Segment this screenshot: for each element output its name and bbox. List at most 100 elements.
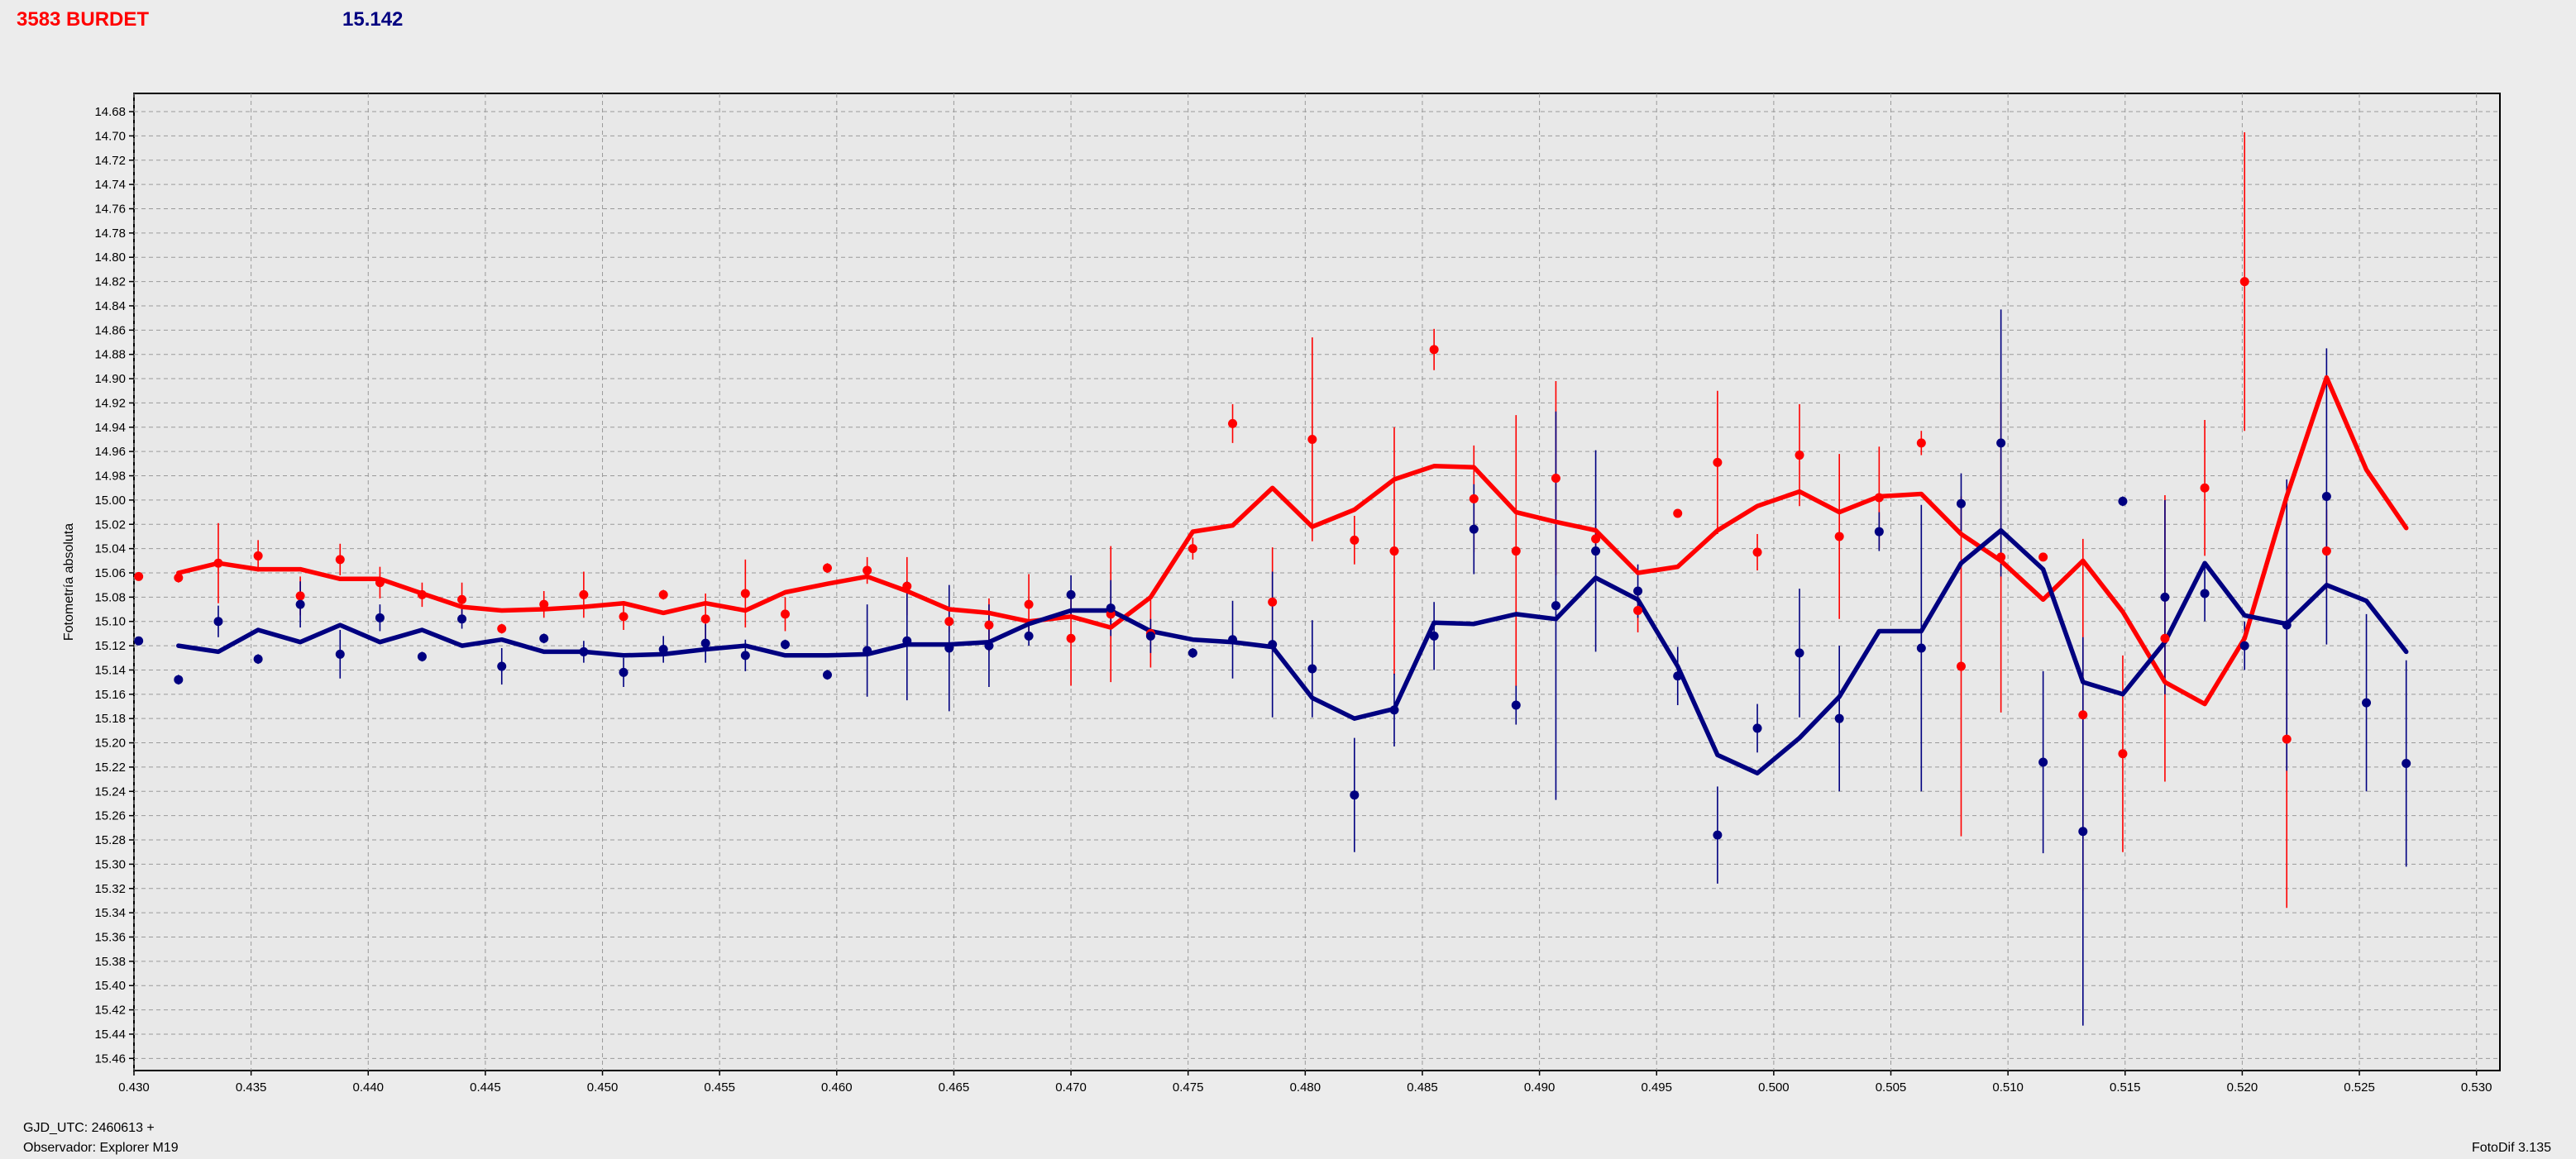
data-point [700, 614, 710, 624]
y-tick-label: 15.32 [94, 882, 126, 896]
data-point [1268, 597, 1278, 607]
data-point [2321, 546, 2331, 556]
data-point [253, 551, 263, 560]
x-tick-label: 0.505 [1876, 1080, 1907, 1095]
data-point [1834, 713, 1844, 723]
data-point [1350, 790, 1360, 800]
data-point [2038, 552, 2048, 562]
data-point [780, 609, 790, 619]
data-point [984, 641, 994, 651]
data-point [295, 599, 305, 609]
data-point [944, 643, 954, 653]
data-point [1591, 546, 1601, 556]
y-tick-label: 14.98 [94, 470, 126, 484]
data-point [134, 571, 144, 581]
data-point [1188, 648, 1197, 658]
x-tick-label: 0.525 [2344, 1080, 2375, 1095]
data-point [1551, 601, 1560, 611]
data-point [1633, 606, 1643, 616]
x-tick-label: 0.490 [1524, 1080, 1556, 1095]
data-point [375, 578, 385, 588]
data-point [2118, 749, 2128, 759]
x-tick-label: 0.450 [587, 1080, 619, 1095]
data-point [1228, 418, 1238, 428]
y-tick-label: 14.74 [94, 178, 126, 192]
x-tick-label: 0.475 [1173, 1080, 1204, 1095]
y-tick-label: 15.22 [94, 761, 126, 775]
data-point [984, 620, 994, 630]
data-point [213, 558, 223, 568]
y-tick-label: 15.28 [94, 833, 126, 847]
data-point [1066, 633, 1076, 643]
x-tick-label: 0.445 [470, 1080, 501, 1095]
x-tick-label: 0.440 [352, 1080, 384, 1095]
data-point [213, 617, 223, 627]
data-point [1228, 635, 1238, 645]
y-tick-label: 14.68 [94, 105, 126, 119]
software-version: FotoDif 3.135 [2471, 1141, 2551, 1155]
trend-line [176, 527, 2409, 776]
y-tick-label: 14.86 [94, 323, 126, 337]
x-tick-label: 0.520 [2227, 1080, 2258, 1095]
y-tick-label: 15.38 [94, 955, 126, 969]
observer-label: Observador: Explorer M19 [23, 1141, 179, 1155]
data-point [863, 565, 872, 575]
y-tick-label: 15.30 [94, 857, 126, 871]
data-point [2200, 483, 2210, 493]
data-point [619, 612, 628, 622]
data-point [2038, 757, 2048, 767]
y-axis-ticks: 14.68 14.70 14.72 14.74 14.76 14.78 14.80 14.82… [94, 105, 134, 1066]
data-point [1268, 640, 1278, 650]
x-tick-label: 0.500 [1758, 1080, 1790, 1095]
data-point [497, 624, 507, 634]
data-point [539, 599, 549, 609]
data-point [417, 589, 427, 599]
data-point [2078, 710, 2088, 720]
data-point [1673, 508, 1683, 518]
trend-lines [176, 374, 2409, 776]
y-tick-label: 15.40 [94, 979, 126, 993]
x-tick-label: 0.480 [1290, 1080, 1321, 1095]
data-point [1713, 830, 1723, 840]
data-point [539, 633, 549, 643]
y-tick-label: 15.08 [94, 590, 126, 604]
y-tick-label: 15.00 [94, 494, 126, 508]
data-point [1551, 473, 1560, 483]
data-point [1795, 451, 1804, 460]
y-tick-label: 14.72 [94, 154, 126, 168]
data-point [658, 589, 668, 599]
y-tick-label: 14.78 [94, 227, 126, 241]
data-point [2282, 734, 2292, 744]
data-point [1511, 700, 1521, 710]
data-point [174, 573, 184, 583]
data-point [944, 617, 954, 627]
data-point [1874, 493, 1884, 503]
data-point [740, 589, 750, 599]
data-point [1956, 498, 1966, 508]
data-point [417, 651, 427, 661]
data-point [1633, 586, 1643, 596]
y-tick-label: 15.18 [94, 712, 126, 726]
data-point [1916, 643, 1926, 653]
x-tick-label: 0.470 [1055, 1080, 1087, 1095]
data-point [658, 644, 668, 654]
x-axis-ticks: 0.430 0.435 0.440 0.445 0.450 0.455 0.460 0.465… [118, 1071, 2492, 1095]
data-point [2118, 496, 2128, 506]
gjd-label: GJD_UTC: 2460613 + [23, 1121, 155, 1135]
data-point [2200, 589, 2210, 599]
data-point [295, 591, 305, 601]
data-point [2239, 277, 2249, 287]
data-point [457, 614, 467, 624]
y-tick-label: 14.94 [94, 421, 126, 435]
y-tick-label: 14.88 [94, 348, 126, 362]
data-point [2160, 592, 2170, 602]
x-tick-label: 0.510 [1992, 1080, 2024, 1095]
data-point [1996, 552, 2006, 562]
data-point [1188, 544, 1197, 554]
data-point [780, 640, 790, 650]
x-tick-label: 0.515 [2110, 1080, 2141, 1095]
x-tick-label: 0.435 [236, 1080, 267, 1095]
data-point [2160, 633, 2170, 643]
data-point [700, 638, 710, 648]
